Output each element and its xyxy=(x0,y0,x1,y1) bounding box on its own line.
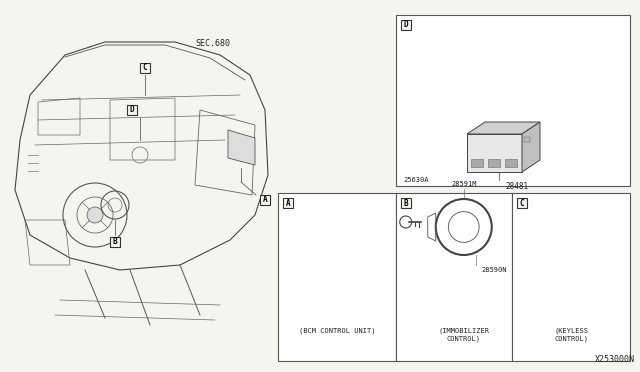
Polygon shape xyxy=(228,130,255,165)
Text: X253000N: X253000N xyxy=(595,355,635,364)
Text: 28590N: 28590N xyxy=(481,267,506,273)
Bar xyxy=(488,159,500,167)
Text: C: C xyxy=(520,199,524,208)
Bar xyxy=(396,15,630,186)
Bar xyxy=(284,198,293,208)
Bar xyxy=(401,20,410,30)
Polygon shape xyxy=(467,122,540,134)
Bar xyxy=(396,193,512,361)
Text: C: C xyxy=(143,64,147,73)
Bar xyxy=(401,198,410,208)
Text: (KEYLESS
CONTROL): (KEYLESS CONTROL) xyxy=(554,327,588,342)
Bar xyxy=(127,105,137,115)
Text: D: D xyxy=(403,20,408,29)
Text: 25630A: 25630A xyxy=(403,177,429,183)
Circle shape xyxy=(87,207,103,223)
Text: A: A xyxy=(262,196,268,205)
Text: SEC.680: SEC.680 xyxy=(195,39,230,48)
Text: D: D xyxy=(130,106,134,115)
Bar xyxy=(140,63,150,73)
Bar xyxy=(260,195,270,205)
Bar xyxy=(517,198,527,208)
Bar xyxy=(524,137,530,142)
Polygon shape xyxy=(522,122,540,172)
Bar xyxy=(505,159,517,167)
Text: B: B xyxy=(113,237,117,247)
Bar xyxy=(512,193,630,361)
Text: 28481: 28481 xyxy=(506,182,529,191)
Text: A: A xyxy=(286,199,291,208)
Bar xyxy=(110,237,120,247)
Text: B: B xyxy=(403,199,408,208)
Polygon shape xyxy=(467,134,522,172)
Bar xyxy=(278,193,396,361)
Text: (IMMOBILIZER
CONTROL): (IMMOBILIZER CONTROL) xyxy=(438,327,489,342)
Bar xyxy=(471,159,483,167)
Text: (BCM CONTROL UNIT): (BCM CONTROL UNIT) xyxy=(299,327,375,334)
Text: 28591M: 28591M xyxy=(451,181,477,187)
